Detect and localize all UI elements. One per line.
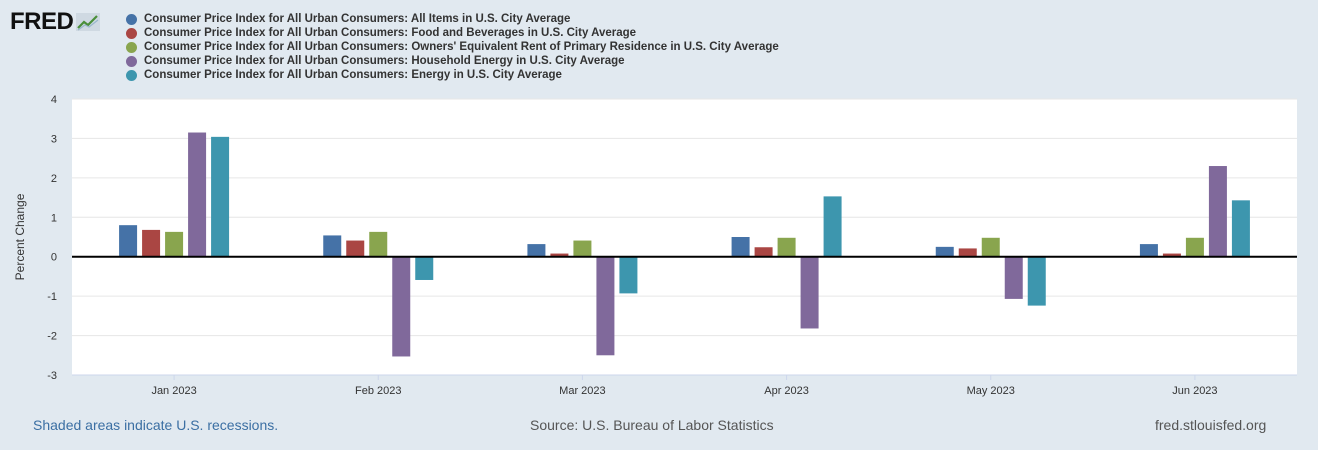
legend-label: Consumer Price Index for All Urban Consu… (144, 69, 562, 81)
x-tick-label: Mar 2023 (559, 385, 605, 397)
bar (935, 246, 954, 257)
legend-swatch (126, 55, 137, 67)
bar (142, 229, 161, 257)
bar (754, 247, 773, 257)
fred-logo[interactable]: FRED (10, 8, 101, 36)
bar (211, 136, 230, 257)
legend-label: Consumer Price Index for All Urban Consu… (144, 55, 625, 67)
y-tick-label: -3 (47, 370, 57, 382)
y-tick-label: -2 (47, 331, 57, 343)
bar (415, 256, 434, 280)
y-tick-label: 1 (51, 212, 57, 224)
logo-text: FRED (10, 8, 74, 35)
chart-legend: Consumer Price Index for All Urban Consu… (126, 12, 779, 82)
bar (1231, 200, 1250, 257)
legend-label: Consumer Price Index for All Urban Consu… (144, 41, 779, 53)
legend-swatch (126, 41, 137, 53)
bar (573, 240, 592, 257)
x-tick-label: Jan 2023 (151, 385, 196, 397)
bar (119, 225, 138, 257)
bar (1208, 166, 1227, 257)
site-link[interactable]: fred.stlouisfed.org (1155, 417, 1267, 433)
bar (596, 256, 615, 356)
bar (550, 253, 569, 257)
y-tick-label: 2 (51, 173, 57, 185)
bar (777, 237, 796, 257)
plot-area (72, 99, 1297, 375)
bar (800, 256, 819, 329)
bar (1139, 244, 1158, 257)
x-tick-label: Feb 2023 (355, 385, 401, 397)
bar (369, 231, 388, 257)
legend-swatch (126, 13, 137, 25)
legend-item[interactable]: Consumer Price Index for All Urban Consu… (126, 40, 779, 54)
bar (1162, 253, 1181, 257)
bar (165, 231, 184, 257)
bar (823, 196, 842, 257)
y-tick-label: 0 (51, 252, 57, 264)
bar (188, 132, 207, 257)
legend-swatch (126, 69, 137, 81)
bar (1185, 237, 1204, 257)
legend-item[interactable]: Consumer Price Index for All Urban Consu… (126, 54, 779, 68)
legend-swatch (126, 27, 137, 39)
x-tick-label: Apr 2023 (764, 385, 809, 397)
y-tick-label: 3 (51, 133, 57, 145)
bar (323, 235, 342, 257)
bar (1027, 256, 1046, 306)
bar (392, 256, 411, 357)
bar (1004, 256, 1023, 299)
legend-label: Consumer Price Index for All Urban Consu… (144, 13, 571, 25)
x-tick-label: May 2023 (967, 385, 1015, 397)
line-chart-icon (76, 13, 101, 31)
bar-chart: 4 3 2 1 0 -1 -2 -3 Percent Change Jan 2023 Feb 202… (13, 94, 1297, 397)
y-tick-label: 4 (51, 94, 57, 106)
bar (958, 248, 977, 257)
y-tick-label: -1 (47, 291, 57, 303)
bar (527, 244, 546, 257)
legend-label: Consumer Price Index for All Urban Consu… (144, 27, 637, 39)
y-axis-label: Percent Change (13, 193, 27, 280)
bar (346, 240, 365, 257)
bar (619, 256, 638, 294)
legend-item[interactable]: Consumer Price Index for All Urban Consu… (126, 68, 779, 82)
bar (731, 237, 750, 257)
bar (981, 237, 1000, 257)
legend-item[interactable]: Consumer Price Index for All Urban Consu… (126, 26, 779, 40)
legend-item[interactable]: Consumer Price Index for All Urban Consu… (126, 12, 779, 26)
x-tick-label: Jun 2023 (1172, 385, 1217, 397)
source-note: Source: U.S. Bureau of Labor Statistics (530, 417, 774, 433)
recession-note: Shaded areas indicate U.S. recessions. (33, 417, 279, 433)
